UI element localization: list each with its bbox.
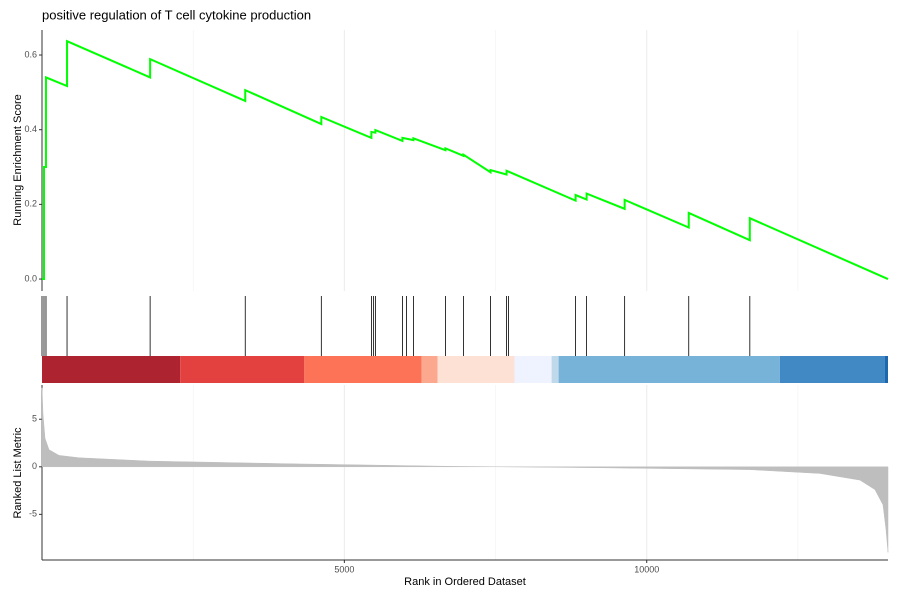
y-tick-label: 0 xyxy=(32,461,37,471)
color-bar-segment xyxy=(551,356,559,383)
y-axis-label: Running Enrichment Score xyxy=(12,94,24,225)
color-bar-segment xyxy=(884,356,888,383)
color-bar-segment xyxy=(437,356,515,383)
x-axis-label: Rank in Ordered Dataset xyxy=(404,576,526,588)
y-tick-label: 0.4 xyxy=(24,124,37,134)
y-axis-label: Ranked List Metric xyxy=(12,427,24,519)
y-tick-label: 0.2 xyxy=(24,199,37,209)
chart-title: positive regulation of T cell cytokine p… xyxy=(42,7,311,22)
color-bar-segment xyxy=(779,356,885,383)
y-tick-label: 5 xyxy=(32,414,37,424)
y-tick-label: 0.6 xyxy=(24,49,37,59)
y-tick-label: -5 xyxy=(29,509,37,519)
x-tick-label: 5000 xyxy=(334,564,354,574)
metric-area xyxy=(41,387,889,553)
color-bar-segment xyxy=(304,356,422,383)
color-bar-segment xyxy=(421,356,438,383)
color-bar-segment xyxy=(42,356,181,383)
color-bar-segment xyxy=(180,356,305,383)
y-tick-label: 0.0 xyxy=(24,273,37,283)
color-bar-segment xyxy=(558,356,780,383)
x-tick-label: 10000 xyxy=(634,564,659,574)
color-bar-segment xyxy=(514,356,552,383)
enrichment-line xyxy=(42,39,889,281)
